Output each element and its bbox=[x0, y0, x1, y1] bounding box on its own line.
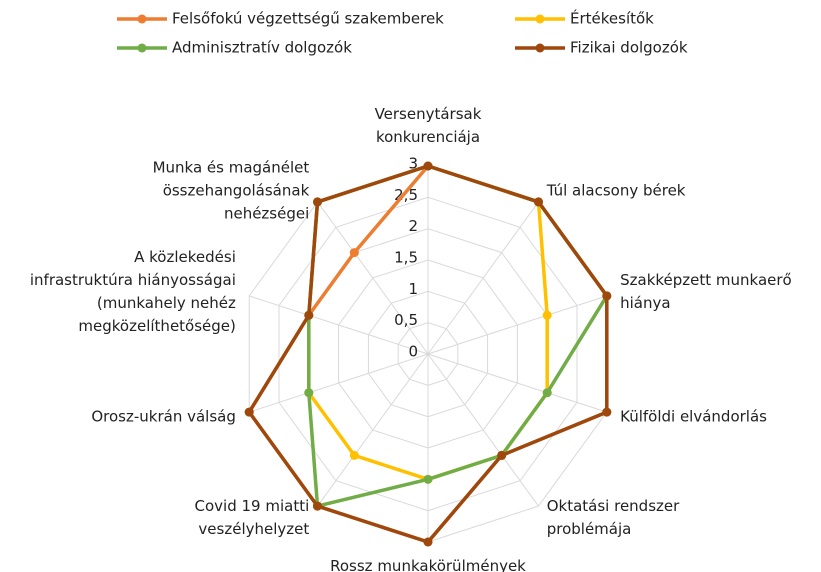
spoke bbox=[427, 201, 539, 355]
category-label: Munka és magánélet összehangolásának nehéz… bbox=[153, 158, 310, 222]
legend-marker bbox=[535, 43, 545, 53]
series-marker bbox=[602, 407, 612, 417]
series-marker bbox=[423, 474, 433, 484]
legend-label: Adminisztratív dolgozók bbox=[172, 39, 352, 57]
legend-marker bbox=[137, 43, 147, 53]
spoke bbox=[317, 201, 429, 355]
category-label: Szakképzett munkaerő hiánya bbox=[620, 271, 792, 312]
category-label: Külföldi elvándorlás bbox=[620, 407, 767, 425]
series-marker bbox=[349, 450, 359, 460]
spoke bbox=[249, 353, 429, 413]
spoke bbox=[427, 353, 607, 413]
y-tick-label: 1 bbox=[408, 280, 418, 298]
category-label: Orosz-ukrán válság bbox=[91, 407, 236, 425]
legend-label: Felsőfokú végzettségű szakemberek bbox=[172, 10, 444, 28]
y-tick-label: 2 bbox=[408, 217, 418, 235]
series-marker bbox=[542, 388, 552, 398]
spoke bbox=[317, 353, 429, 507]
category-label: Versenytársak konkurenciája bbox=[375, 105, 482, 146]
series-marker bbox=[497, 450, 507, 460]
category-label: Rossz munkakörülmények bbox=[330, 557, 526, 572]
series-marker bbox=[534, 197, 544, 207]
category-label: Oktatási rendszer problémája bbox=[547, 496, 680, 537]
category-label: Covid 19 miatti veszélyhelyzet bbox=[195, 496, 310, 537]
series-marker bbox=[244, 407, 254, 417]
spoke bbox=[427, 353, 539, 507]
legend-label: Fizikai dolgozók bbox=[570, 39, 688, 57]
series-marker bbox=[304, 310, 314, 320]
series-marker bbox=[304, 388, 314, 398]
y-tick-label: 0 bbox=[408, 343, 418, 361]
category-label: Túl alacsony bérek bbox=[546, 181, 686, 199]
series-marker bbox=[602, 291, 612, 301]
series-marker bbox=[312, 501, 322, 511]
legend-marker bbox=[535, 14, 545, 24]
series-marker bbox=[349, 248, 359, 258]
series-marker bbox=[423, 161, 433, 171]
category-label: A közlekedési infrastruktúra hiányosságai… bbox=[30, 248, 236, 335]
spoke bbox=[249, 295, 429, 355]
legend-label: Értékesítők bbox=[570, 9, 654, 28]
y-tick-label: 0,5 bbox=[394, 311, 418, 329]
y-tick-label: 3 bbox=[408, 155, 418, 173]
spoke bbox=[427, 295, 607, 355]
series-marker bbox=[542, 310, 552, 320]
legend-marker bbox=[137, 14, 147, 24]
series-marker bbox=[312, 197, 322, 207]
y-tick-label: 1,5 bbox=[394, 249, 418, 267]
series-marker bbox=[423, 537, 433, 547]
